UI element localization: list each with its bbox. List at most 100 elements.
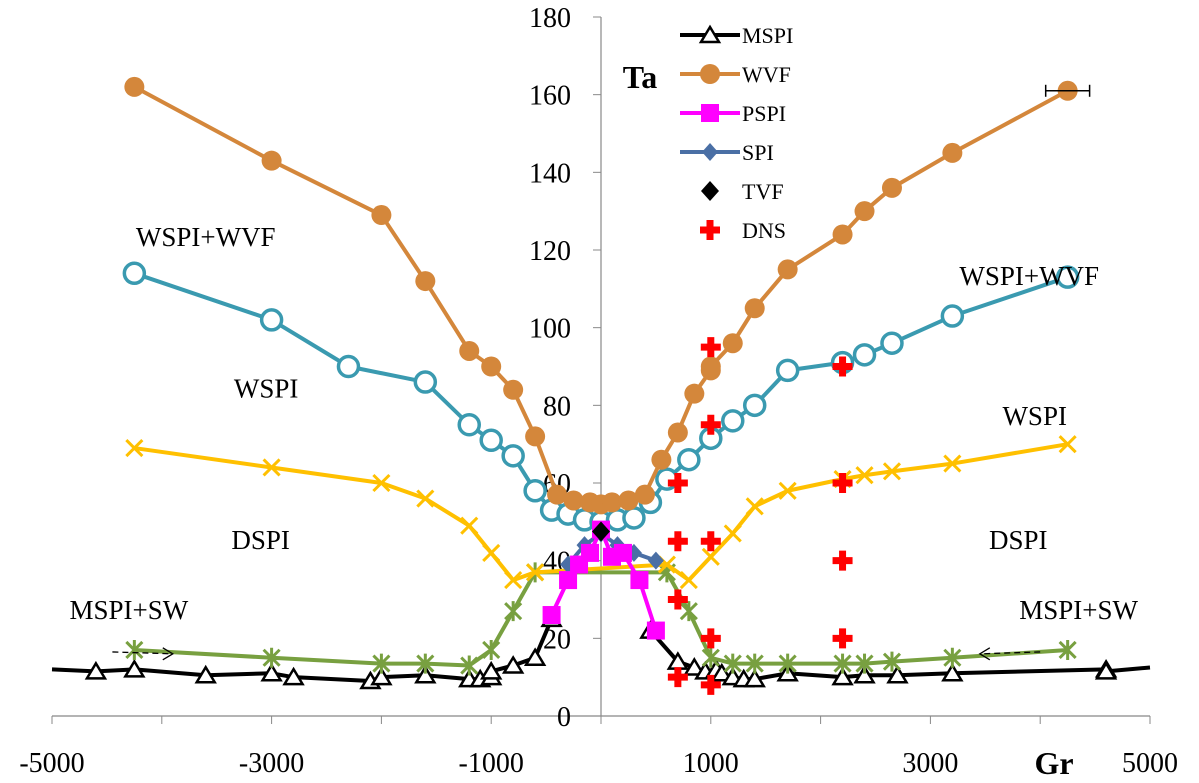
legend-marker xyxy=(701,104,719,122)
data-point xyxy=(481,356,502,377)
data-point xyxy=(745,497,764,516)
series-mspi-right xyxy=(639,620,1151,688)
data-point xyxy=(722,333,743,354)
series-dns xyxy=(667,337,853,695)
legend-item-spi: SPI xyxy=(680,140,774,165)
data-point xyxy=(777,259,798,280)
data-point xyxy=(723,524,742,543)
data-point xyxy=(677,447,701,472)
data-point xyxy=(262,647,281,668)
legend-label: WVF xyxy=(742,62,791,87)
data-point xyxy=(416,653,435,674)
y-tick-label: 140 xyxy=(529,158,571,189)
data-point xyxy=(372,473,391,493)
data-point xyxy=(882,462,902,481)
data-point xyxy=(559,571,578,590)
data-point xyxy=(700,674,721,695)
data-point xyxy=(125,639,144,660)
data-point xyxy=(710,662,733,682)
data-point xyxy=(942,142,963,163)
legend-label: SPI xyxy=(742,140,774,165)
legend: MSPI WVF PSPI SPI TVF DNS xyxy=(680,23,793,243)
data-point xyxy=(501,655,525,674)
data-point xyxy=(563,490,584,511)
data-point xyxy=(416,489,435,508)
data-point xyxy=(832,550,853,571)
legend-item-tvf: TVF xyxy=(701,179,784,204)
data-point xyxy=(479,428,503,453)
data-point xyxy=(194,664,217,684)
data-point xyxy=(526,563,545,582)
legend-marker xyxy=(700,220,720,240)
legend-label: MSPI xyxy=(742,23,793,48)
data-point xyxy=(886,664,909,684)
data-point xyxy=(336,354,361,379)
data-point xyxy=(592,521,610,542)
data-point xyxy=(124,76,145,97)
region-label: DSPI xyxy=(231,525,290,555)
data-point xyxy=(618,490,639,511)
data-point xyxy=(460,516,479,535)
data-point xyxy=(622,506,646,530)
x-tick-label: 3000 xyxy=(902,748,958,779)
x-tick-label: -1000 xyxy=(459,748,524,779)
data-point xyxy=(700,531,721,552)
data-point xyxy=(634,484,655,505)
data-point xyxy=(413,370,438,394)
series-layer xyxy=(51,76,1151,695)
data-point xyxy=(1058,639,1077,660)
data-point xyxy=(831,666,854,686)
data-point xyxy=(832,224,853,245)
data-point xyxy=(832,628,853,649)
data-point xyxy=(943,454,962,473)
data-point xyxy=(744,298,765,319)
data-point xyxy=(852,343,877,367)
data-point xyxy=(1058,435,1077,454)
data-point xyxy=(743,668,766,688)
data-point xyxy=(581,543,600,562)
data-point xyxy=(651,449,672,470)
data-point xyxy=(646,621,665,640)
data-point xyxy=(259,308,284,332)
x-tick-label: -3000 xyxy=(239,748,304,779)
legend-marker xyxy=(698,24,722,44)
data-point xyxy=(370,666,393,686)
labels-layer: WSPI+WVF WSPI DSPI MSPI+SW WSPI+WVF WSPI DSPI M… xyxy=(69,222,1139,661)
data-point xyxy=(630,571,649,590)
data-point xyxy=(778,653,797,674)
data-point xyxy=(547,484,568,505)
data-point xyxy=(84,660,108,680)
x-tick-label: 1000 xyxy=(683,748,739,779)
data-point xyxy=(460,655,479,676)
data-point xyxy=(261,150,282,171)
y-axis-title: Ta xyxy=(623,59,657,95)
data-point xyxy=(542,606,561,625)
data-point xyxy=(601,492,622,513)
data-point xyxy=(701,647,720,668)
data-point xyxy=(523,479,547,503)
legend-item-mspi: MSPI xyxy=(680,23,793,48)
arrow xyxy=(112,647,175,661)
data-point xyxy=(123,658,146,678)
data-point xyxy=(262,458,281,477)
data-point xyxy=(667,422,688,443)
data-point xyxy=(282,666,305,686)
data-point xyxy=(880,331,904,355)
data-point xyxy=(371,205,392,226)
data-point xyxy=(122,261,147,286)
data-point xyxy=(503,379,524,400)
data-point xyxy=(667,473,688,493)
data-point xyxy=(1094,660,1118,680)
data-point xyxy=(459,340,480,361)
data-point xyxy=(482,543,501,562)
region-label: WSPI+WVF xyxy=(959,261,1099,291)
data-point xyxy=(700,337,721,358)
data-point xyxy=(415,271,436,292)
data-point xyxy=(457,413,481,437)
data-point xyxy=(647,551,664,570)
data-point xyxy=(881,177,902,198)
data-point xyxy=(679,601,698,622)
data-point xyxy=(372,653,391,674)
legend-label: DNS xyxy=(742,218,786,243)
